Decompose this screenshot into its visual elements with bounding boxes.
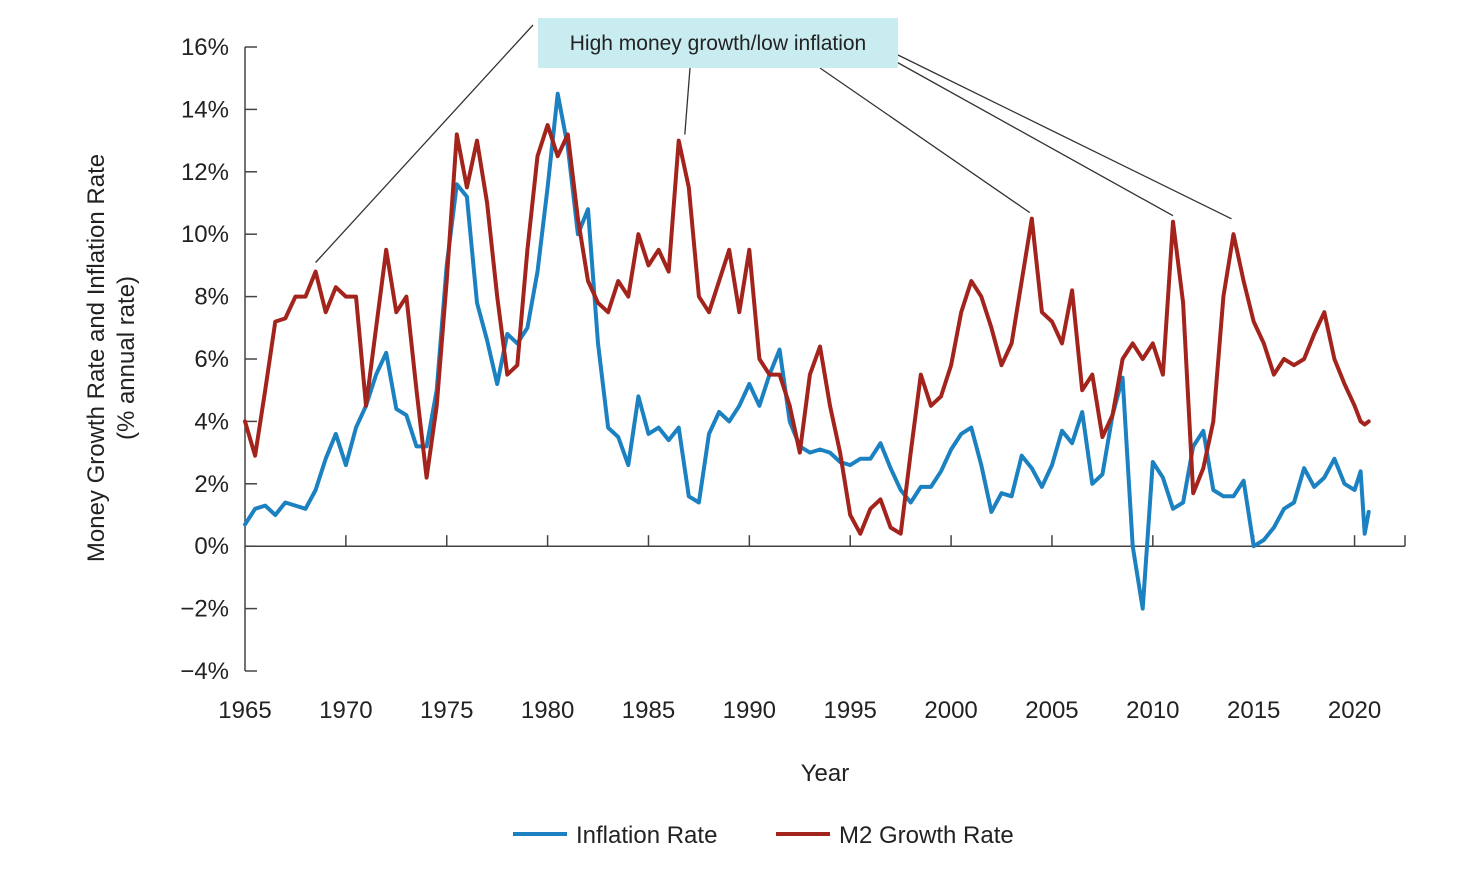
annotation-leader-line xyxy=(315,24,534,263)
annotation: High money growth/low inflation xyxy=(315,18,1232,263)
y-tick-label: 2% xyxy=(194,471,229,498)
m2-growth-rate-line xyxy=(243,123,1371,536)
y-tick-label: 10% xyxy=(181,221,229,248)
y-tick-label: −4% xyxy=(180,658,229,685)
y-tick-label: 12% xyxy=(181,159,229,186)
y-tick-label: −2% xyxy=(180,596,229,623)
x-axis: 1965 1970 1975 1980 1985 1990 1995 2000 2005 2010… xyxy=(218,535,1406,724)
legend-label-m2: M2 Growth Rate xyxy=(839,822,1014,849)
annotation-leader-line xyxy=(684,67,691,135)
y-tick-label: 4% xyxy=(194,408,229,435)
y-tick-label: 6% xyxy=(194,346,229,373)
y-tick-label: 16% xyxy=(181,34,229,61)
x-tick-label: 1970 xyxy=(319,697,372,724)
y-tick-label: 8% xyxy=(194,284,229,311)
y-axis-title-line-2: (% annual rate) xyxy=(113,276,140,440)
inflation-rate-line xyxy=(243,91,1371,611)
x-tick-label: 1995 xyxy=(824,697,877,724)
x-tick-label: 1975 xyxy=(420,697,473,724)
x-tick-label: 2015 xyxy=(1227,697,1280,724)
annotation-text: High money growth/low inflation xyxy=(570,32,866,55)
x-tick-label: 2005 xyxy=(1025,697,1078,724)
legend-label-inflation: Inflation Rate xyxy=(576,822,717,849)
x-tick-label: 2010 xyxy=(1126,697,1179,724)
x-tick-label: 1965 xyxy=(218,697,271,724)
annotation-leader-line xyxy=(892,59,1174,217)
annotation-box xyxy=(538,18,898,68)
series-layer xyxy=(243,91,1371,611)
annotation-leader-line xyxy=(819,67,1031,214)
y-tick-label: 14% xyxy=(181,96,229,123)
y-tick-label: 0% xyxy=(194,533,229,560)
x-tick-label: 1990 xyxy=(723,697,776,724)
y-axis: −4% −2% 0% 2% 4% 6% 8% 10% 12% 14% 16% xyxy=(180,34,257,685)
x-tick-label: 2000 xyxy=(924,697,977,724)
x-tick-label: 1980 xyxy=(521,697,574,724)
legend: Inflation Rate M2 Growth Rate xyxy=(513,822,1014,849)
x-tick-label: 1985 xyxy=(622,697,675,724)
y-axis-title-line-1: Money Growth Rate and Inflation Rate xyxy=(83,154,110,562)
x-axis-title: Year xyxy=(801,760,850,787)
y-axis-title: Money Growth Rate and Inflation Rate (% … xyxy=(83,154,140,562)
annotation-leader-line xyxy=(897,54,1232,220)
x-tick-label: 2020 xyxy=(1328,697,1381,724)
